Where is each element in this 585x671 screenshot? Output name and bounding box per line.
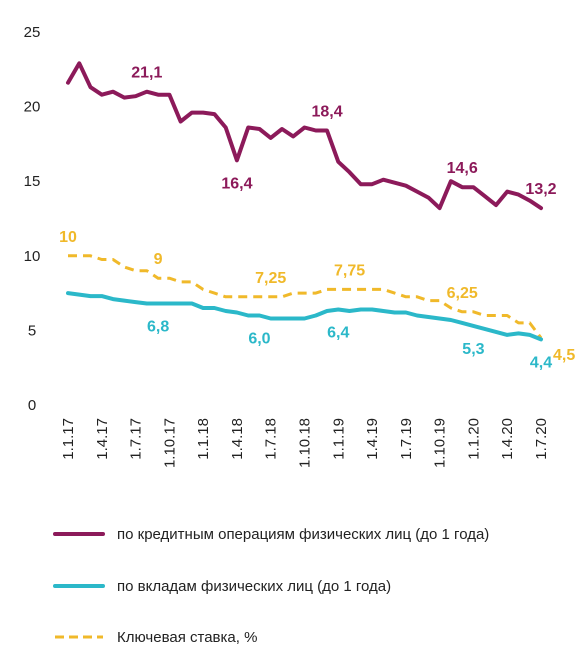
data-label: 14,6	[447, 160, 478, 177]
data-label: 6,8	[147, 319, 169, 336]
legend: по кредитным операциям физических лиц (д…	[53, 526, 489, 646]
data-label: 4,5	[553, 347, 575, 364]
x-tick-label: 1.4.19	[364, 418, 381, 460]
x-tick-label: 1.1.18	[195, 418, 212, 460]
data-label: 7,25	[255, 270, 286, 287]
x-tick-label: 1.10.19	[432, 418, 449, 468]
x-tick-label: 1.4.20	[499, 418, 516, 460]
x-tick-label: 1.7.19	[398, 418, 415, 460]
data-label: 9	[154, 251, 163, 268]
data-label: 18,4	[311, 103, 342, 120]
data-label: 10	[59, 229, 77, 246]
y-tick-label: 25	[24, 24, 41, 41]
x-tick-label: 1.1.19	[330, 418, 347, 460]
series-line	[68, 254, 543, 339]
data-label: 7,75	[334, 262, 365, 279]
series-line	[66, 291, 543, 342]
data-label: 5,3	[462, 341, 484, 358]
y-tick-label: 10	[24, 248, 41, 265]
x-tick-label: 1.1.20	[465, 418, 482, 460]
legend-label: по вкладам физических лиц (до 1 года)	[117, 578, 391, 595]
data-label: 13,2	[525, 181, 556, 198]
y-tick-label: 0	[28, 397, 36, 414]
x-axis: 1.1.17 1.4.17 1.7.17 1.10.17 1.1.18 1.4.18 1.7…	[60, 418, 550, 468]
x-tick-label: 1.4.18	[229, 418, 246, 460]
series-line	[66, 61, 543, 211]
data-labels: 21,1 16,4 18,4 14,6 13,2 10 9 7,25 7,75 6,25 4,5 6,…	[59, 65, 575, 372]
x-tick-label: 1.1.17	[60, 418, 77, 460]
x-tick-label: 1.7.17	[128, 418, 145, 460]
y-tick-label: 20	[24, 99, 41, 116]
y-tick-label: 5	[28, 322, 36, 339]
x-tick-label: 1.4.17	[94, 418, 111, 460]
series-layer	[66, 61, 543, 342]
data-label: 16,4	[221, 175, 252, 192]
data-label: 6,4	[327, 325, 349, 342]
x-tick-label: 1.10.18	[297, 418, 314, 468]
x-tick-label: 1.10.17	[161, 418, 178, 468]
y-tick-label: 15	[24, 173, 41, 190]
data-label: 6,25	[447, 285, 478, 302]
x-tick-label: 1.7.18	[263, 418, 280, 460]
data-label: 6,0	[248, 330, 270, 347]
legend-label: по кредитным операциям физических лиц (д…	[117, 526, 489, 543]
data-label: 4,4	[530, 354, 552, 371]
legend-label: Ключевая ставка, %	[117, 629, 257, 646]
x-tick-label: 1.7.20	[533, 418, 550, 460]
data-label: 21,1	[131, 65, 162, 82]
y-axis: 0 5 10 15 20 25	[24, 24, 41, 414]
